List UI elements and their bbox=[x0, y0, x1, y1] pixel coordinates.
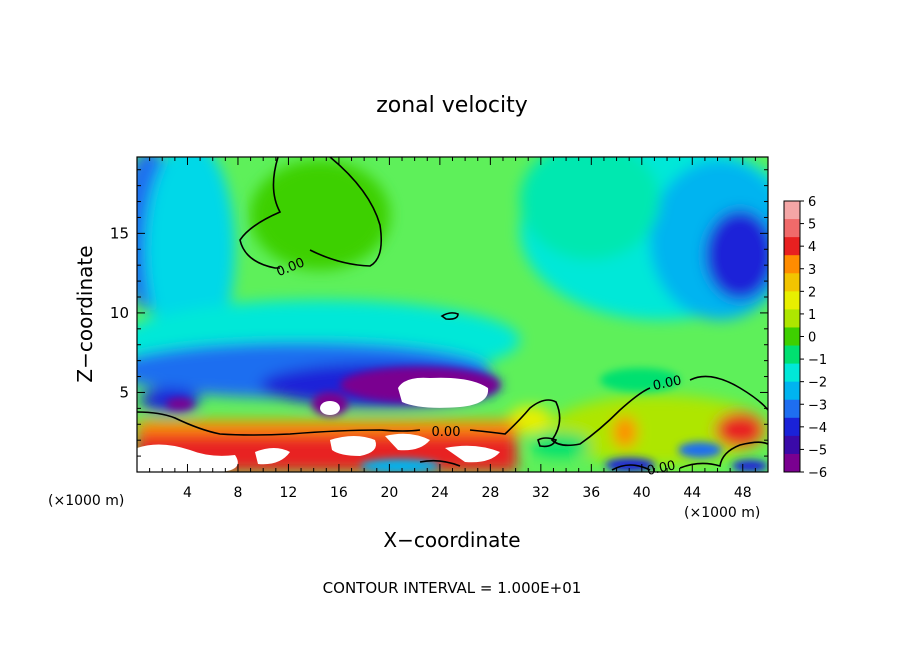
zero-contours bbox=[137, 157, 768, 471]
colorbar-swatch bbox=[784, 399, 800, 419]
out-of-range-regions bbox=[137, 377, 500, 472]
x-tick-label: 32 bbox=[532, 485, 550, 501]
x-tick-label: 16 bbox=[330, 485, 348, 501]
x-tick-label: 44 bbox=[683, 485, 701, 501]
colorbar-swatch bbox=[784, 363, 800, 383]
colorbar-swatch bbox=[784, 255, 800, 274]
colorbar-swatch bbox=[784, 309, 800, 328]
y-axis-label: Z−coordinate bbox=[73, 245, 97, 382]
x-tick-label: 48 bbox=[734, 485, 752, 501]
y-tick-label: 10 bbox=[110, 304, 129, 322]
x-tick-label: 4 bbox=[183, 485, 192, 501]
x-tick-label: 28 bbox=[481, 485, 499, 501]
y-tick-label: 5 bbox=[119, 383, 129, 401]
x-tick-label: 8 bbox=[233, 485, 242, 501]
colorbar-swatch bbox=[784, 327, 800, 347]
colorbar-swatch bbox=[784, 345, 800, 365]
colorbar-label: −5 bbox=[808, 443, 827, 458]
colorbar: 6 5 4 3 2 1 0 −1 −2 −3 −4 −5 −6 bbox=[783, 195, 827, 481]
chart-title: zonal velocity bbox=[376, 93, 528, 118]
colorbar-swatch bbox=[784, 273, 800, 292]
colorbar-label: 0 bbox=[808, 331, 816, 346]
x-tick-label: 36 bbox=[582, 485, 600, 501]
colorbar-swatch bbox=[784, 237, 800, 256]
x-axis-label: X−coordinate bbox=[383, 528, 520, 552]
y-axis-ticks: 5 10 15 bbox=[110, 169, 768, 473]
x-tick-label: 24 bbox=[431, 485, 449, 501]
x-tick-label: 20 bbox=[380, 485, 398, 501]
colorbar-label: 2 bbox=[808, 285, 816, 300]
x-tick-label: 12 bbox=[280, 485, 298, 501]
contour-label: 0.00 bbox=[646, 458, 677, 479]
colorbar-label: −6 bbox=[808, 466, 827, 481]
x-tick-label: 40 bbox=[633, 485, 651, 501]
colorbar-label: 6 bbox=[808, 195, 816, 210]
contour-label: 0.00 bbox=[652, 373, 683, 394]
colorbar-label: 5 bbox=[808, 218, 816, 233]
colorbar-swatch bbox=[784, 291, 800, 310]
colorbar-label: 3 bbox=[808, 263, 816, 278]
colorbar-label: 1 bbox=[808, 308, 816, 323]
colorbar-swatch bbox=[784, 453, 800, 473]
colorbar-label: −1 bbox=[808, 353, 827, 368]
colorbar-label: −3 bbox=[808, 398, 827, 413]
contour-interval-note: CONTOUR INTERVAL = 1.000E+01 bbox=[323, 579, 582, 597]
colorbar-swatch bbox=[784, 381, 800, 401]
colorbar-swatch bbox=[784, 417, 800, 437]
colorbar-label: −2 bbox=[808, 376, 827, 391]
x-unit-right: (×1000 m) bbox=[684, 505, 760, 521]
colorbar-label: −4 bbox=[808, 421, 827, 436]
plot-area bbox=[137, 157, 768, 472]
y-tick-label: 15 bbox=[110, 224, 129, 242]
contour-label: 0.00 bbox=[432, 425, 461, 440]
colorbar-swatch bbox=[784, 201, 800, 220]
colorbar-swatch bbox=[784, 219, 800, 238]
colorbar-swatch bbox=[784, 435, 800, 455]
x-axis-ticks: 4 8 12 16 20 24 28 32 36 40 44 48 bbox=[136, 157, 769, 501]
colorbar-label: 4 bbox=[808, 240, 816, 255]
x-unit-left: (×1000 m) bbox=[48, 493, 124, 509]
